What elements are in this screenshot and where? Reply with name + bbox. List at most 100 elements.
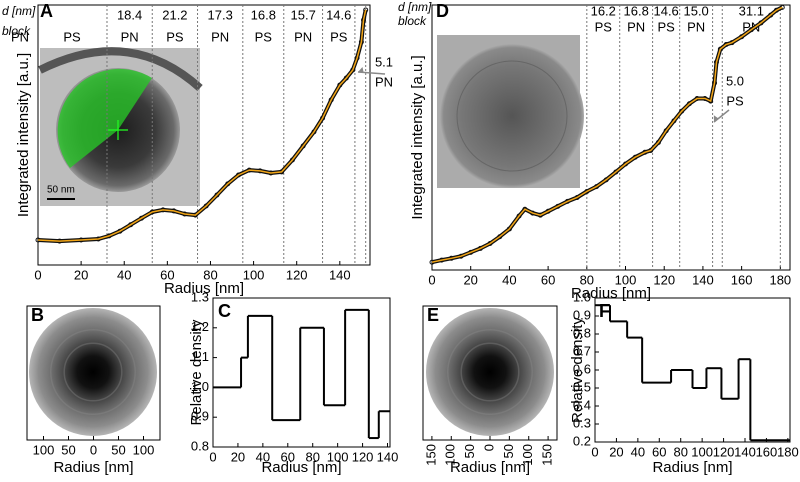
x-axis-title: Radius [nm]: [652, 459, 732, 476]
data-point: [117, 228, 123, 234]
x-tick-label: 140: [377, 449, 399, 464]
y-tick-label: 0.3: [573, 415, 591, 430]
plot-frame: [37, 4, 371, 266]
x-tick-label: 100: [33, 442, 55, 457]
x-tick-label: 50: [111, 442, 125, 457]
x-tick-label: 40: [256, 449, 270, 464]
data-point: [506, 226, 512, 232]
x-tick-label: 100: [133, 442, 155, 457]
x-tick-label: 50: [501, 444, 516, 458]
segment-thickness: 15.7: [291, 7, 316, 22]
panel-label: B: [31, 305, 44, 325]
x-tick-label: 100: [327, 449, 349, 464]
y-tick-label: 0.4: [573, 397, 591, 412]
density-ring: [63, 342, 123, 402]
density-image: [426, 308, 554, 436]
y-axis-title: Integrated intensity [a.u.]: [15, 53, 32, 217]
segment-thickness: 17.3: [208, 7, 233, 22]
panel-label: A: [40, 1, 53, 21]
y-tick-label: 0.8: [573, 325, 591, 340]
x-tick-label: 100: [443, 444, 458, 466]
x-tick-label: 80: [673, 444, 687, 459]
x-tick-label: 100: [520, 444, 535, 466]
data-point: [300, 143, 306, 149]
data-point: [623, 161, 629, 167]
density-image: [29, 308, 157, 436]
segment-block: PS: [255, 29, 273, 44]
data-point: [320, 115, 326, 121]
data-point: [663, 128, 669, 134]
y-axis-title: Relative density: [569, 317, 586, 423]
data-point: [748, 27, 754, 33]
data-point: [758, 20, 764, 26]
data-point: [632, 154, 638, 160]
segment-block: PS: [166, 29, 184, 44]
x-tick-label: 140: [692, 272, 714, 287]
x-tick-label: 20: [463, 272, 477, 287]
plot-frame: [431, 4, 791, 271]
y-tick-label: 0.6: [573, 361, 591, 376]
data-point: [487, 241, 493, 246]
x-tick-label: 150: [540, 444, 555, 466]
x-tick-label: 120: [352, 449, 374, 464]
panel-label: E: [427, 305, 439, 325]
data-point: [522, 206, 528, 212]
annotation-block: PS: [726, 93, 744, 108]
annotation-block: PN: [375, 74, 393, 89]
x-tick-label: 0: [481, 444, 496, 451]
x-tick-label: 100: [615, 272, 637, 287]
x-tick-label: 50: [61, 442, 75, 457]
x-axis-title: Radius [nm]: [261, 459, 341, 476]
x-tick-label: 160: [731, 272, 753, 287]
x-tick-label: 20: [609, 444, 623, 459]
data-point: [739, 34, 745, 40]
annotation-thickness: 5.1: [375, 54, 393, 69]
segment-thickness: 16.8: [624, 3, 649, 18]
x-tick-label: 120: [653, 272, 675, 287]
data-point: [128, 222, 134, 228]
segment-block: PS: [595, 19, 613, 34]
x-tick-label: 0: [90, 442, 97, 457]
panel-label: C: [218, 301, 231, 321]
data-point: [497, 234, 503, 240]
scale-bar-label: 50 nm: [47, 185, 75, 196]
segment-thickness: 15.0: [683, 3, 708, 18]
y-tick-label: 0.8: [191, 438, 209, 453]
panel-label: F: [599, 301, 610, 321]
x-tick-label: 50: [462, 444, 477, 458]
x-tick-label: 60: [652, 444, 666, 459]
density-ring: [434, 316, 546, 428]
x-tick-label: 120: [286, 267, 308, 282]
x-tick-label: 40: [117, 267, 131, 282]
x-tick-label: 80: [203, 267, 217, 282]
annotation-arrowhead: [713, 115, 719, 122]
segment-thickness: 31.1: [739, 3, 764, 18]
segment-thickness: 14.6: [326, 7, 351, 22]
y-axis-title: Integrated intensity [a.u.]: [409, 55, 426, 219]
data-point: [311, 129, 317, 135]
panel-a: A 0 20 40 60 80 100 120 140 Radius [nm] Integrated…: [2, 1, 393, 297]
x-tick-label: 160: [756, 444, 778, 459]
y-tick-label: 1.0: [573, 289, 591, 304]
data-point: [225, 181, 231, 187]
segment-block: PN: [687, 19, 705, 34]
data-point: [584, 189, 590, 195]
x-tick-label: 60: [281, 449, 295, 464]
x-tick-label: 120: [713, 444, 735, 459]
y-axis-title: Relative density: [188, 319, 205, 425]
data-point: [655, 139, 661, 145]
x-axis-title: Radius [nm]: [164, 280, 244, 297]
density-ring: [50, 329, 136, 415]
x-axis-title: Radius [nm]: [450, 459, 530, 476]
segment-block: PS: [657, 19, 675, 34]
data-point: [613, 169, 619, 175]
y-tick-label: 1.2: [191, 319, 209, 334]
y-tick-label: 0.2: [573, 433, 591, 448]
segment-block: PN: [11, 29, 29, 44]
segment-thickness: 18.4: [117, 7, 142, 22]
segment-block: PN: [211, 29, 229, 44]
y-tick-label: 1.0: [191, 379, 209, 394]
y-tick-label: 0.7: [573, 343, 591, 358]
x-tick-label: 60: [541, 272, 555, 287]
x-tick-label: 0: [428, 272, 435, 287]
